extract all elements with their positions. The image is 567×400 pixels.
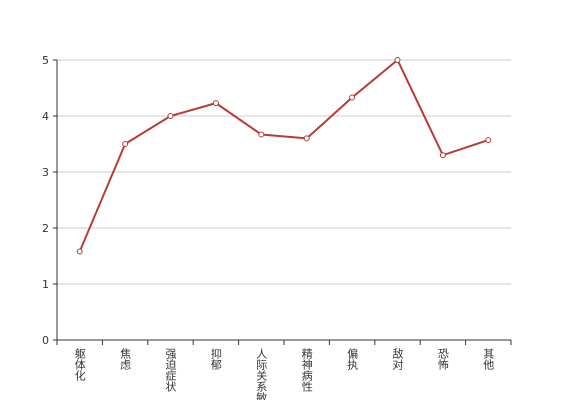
y-tick-label: 3: [42, 166, 49, 179]
x-tick-label: 人际关系敏感: [255, 348, 268, 400]
x-tick-label: 其他: [482, 348, 495, 370]
x-tick-label: 抑郁: [209, 347, 222, 370]
point: [76, 248, 83, 255]
y-tick-label: 1: [42, 278, 49, 291]
point: [303, 135, 310, 142]
y-tick-label: 4: [42, 110, 49, 123]
point: [212, 100, 219, 107]
point: [394, 57, 401, 63]
point: [258, 131, 265, 138]
x-tick-label: 焦虑: [119, 348, 132, 370]
point: [485, 137, 492, 144]
point: [122, 141, 129, 147]
y-tick-label: 5: [42, 54, 49, 67]
x-tick-label: 偏执: [346, 347, 359, 371]
point: [439, 152, 446, 159]
x-tick-label: 强迫症状: [164, 348, 177, 392]
x-tick-label: 敌对: [391, 347, 404, 370]
point: [349, 94, 356, 101]
x-tick-label: 精神病性: [300, 348, 313, 393]
x-tick-label: 躯体化: [73, 348, 86, 382]
line: [78, 58, 489, 252]
y-tick-label: 0: [42, 334, 49, 347]
x-tick-label: 恐怖: [436, 348, 449, 370]
y-tick-label: 2: [42, 222, 49, 235]
point: [167, 113, 174, 119]
